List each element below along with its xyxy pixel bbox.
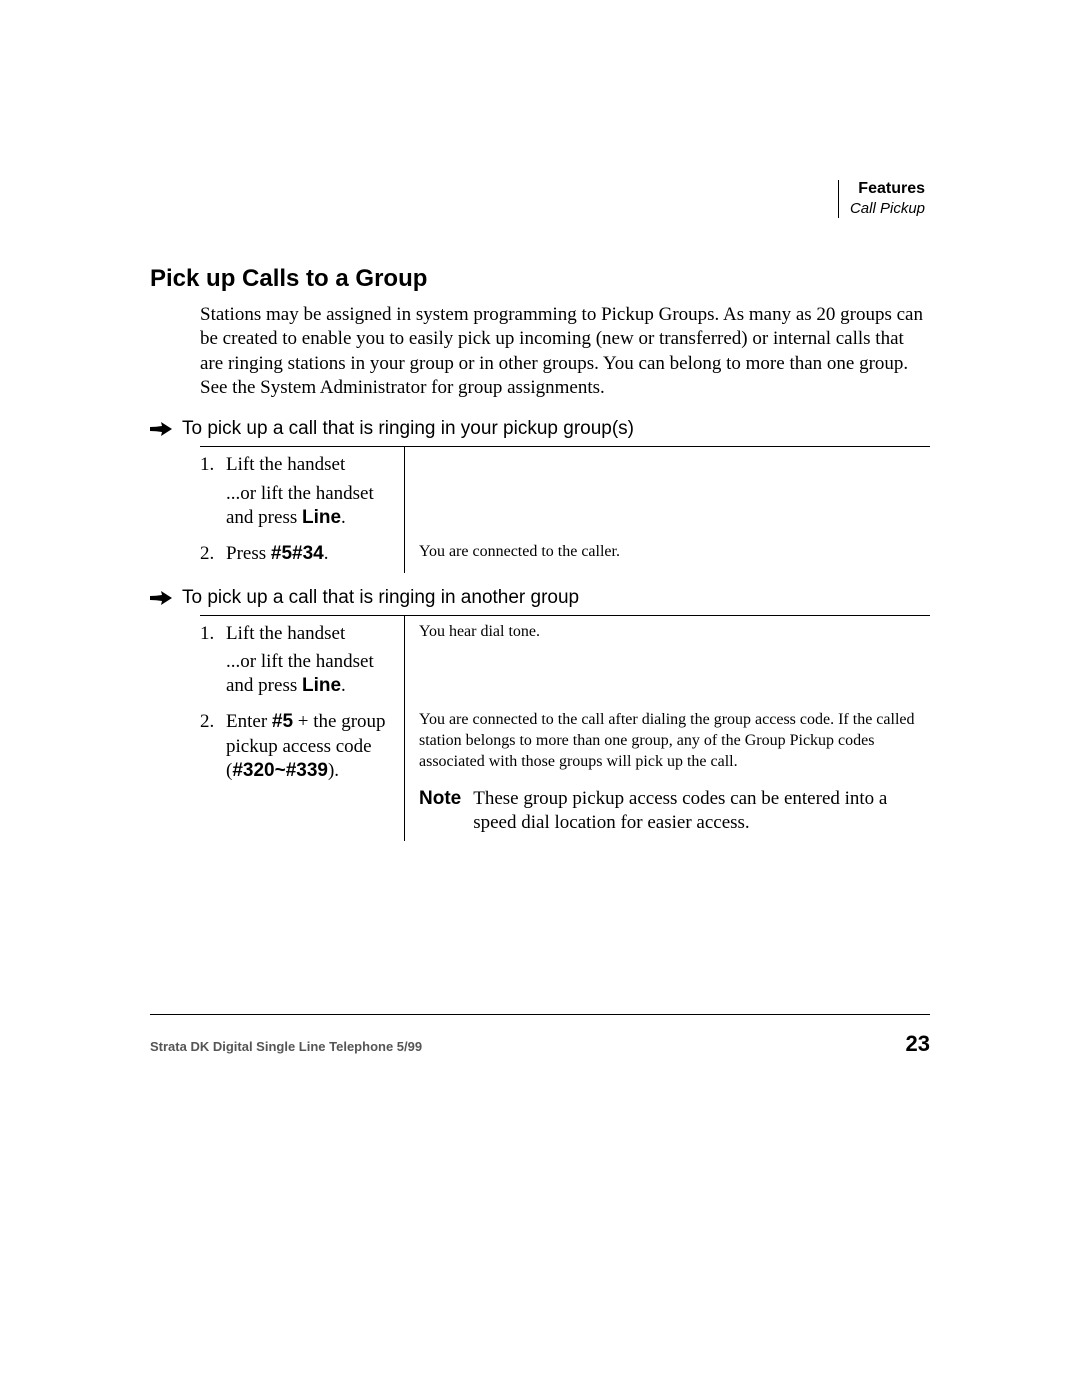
section-title: Pick up Calls to a Group [150,265,930,293]
result-cell: You hear dial tone. [405,616,930,705]
page-content: Pick up Calls to a Group Stations may be… [150,265,930,841]
header-divider [838,180,839,218]
step-cell: 1.Lift the handset ...or lift the handse… [200,447,405,536]
note-label: Note [419,787,461,836]
note-row: Note These group pickup access codes can… [419,787,930,836]
step-number: 2. [200,710,226,734]
procedure-heading-text: To pick up a call that is ringing in you… [182,418,634,440]
arrow-icon [150,591,172,605]
table-row: 1.Lift the handset ...or lift the handse… [200,616,930,705]
result-cell: You are connected to the call after dial… [405,704,930,841]
step-text: Enter #5 + the group pickup access code … [226,710,386,783]
table-row: 2.Press #5#34. You are connected to the … [200,536,930,572]
step-continuation: ...or lift the handset and press Line. [226,650,394,699]
table-row: 2.Enter #5 + the group pickup access cod… [200,704,930,841]
footer-doc-title: Strata DK Digital Single Line Telephone … [150,1039,422,1054]
section-intro: Stations may be assigned in system progr… [200,303,930,400]
result-cell: You are connected to the caller. [405,536,930,572]
procedure-heading: To pick up a call that is ringing in ano… [150,587,930,609]
page-footer: Strata DK Digital Single Line Telephone … [150,1014,930,1057]
step-number: 1. [200,622,226,646]
step-number: 1. [200,453,226,477]
procedure-own-group: To pick up a call that is ringing in you… [150,418,930,572]
step-text: Lift the handset [226,453,386,477]
arrow-icon [150,422,172,436]
step-continuation: ...or lift the handset and press Line. [226,482,394,531]
step-cell: 2.Enter #5 + the group pickup access cod… [200,704,405,841]
header-subtitle: Call Pickup [850,200,925,217]
step-text: Press #5#34. [226,542,386,566]
procedure-heading: To pick up a call that is ringing in you… [150,418,930,440]
step-number: 2. [200,542,226,566]
page-header: Features Call Pickup [850,180,925,217]
document-page: Features Call Pickup Pick up Calls to a … [0,0,1080,1397]
procedure-table: 1.Lift the handset ...or lift the handse… [200,446,930,572]
note-text: These group pickup access codes can be e… [473,787,930,836]
table-row: 1.Lift the handset ...or lift the handse… [200,447,930,536]
result-text: You are connected to the call after dial… [419,710,930,772]
procedure-heading-text: To pick up a call that is ringing in ano… [182,587,579,609]
step-cell: 2.Press #5#34. [200,536,405,572]
result-cell [405,447,930,536]
procedure-other-group: To pick up a call that is ringing in ano… [150,587,930,842]
step-cell: 1.Lift the handset ...or lift the handse… [200,616,405,705]
step-text: Lift the handset [226,622,386,646]
footer-page-number: 23 [906,1031,930,1057]
header-features-label: Features [850,180,925,198]
procedure-table: 1.Lift the handset ...or lift the handse… [200,615,930,842]
